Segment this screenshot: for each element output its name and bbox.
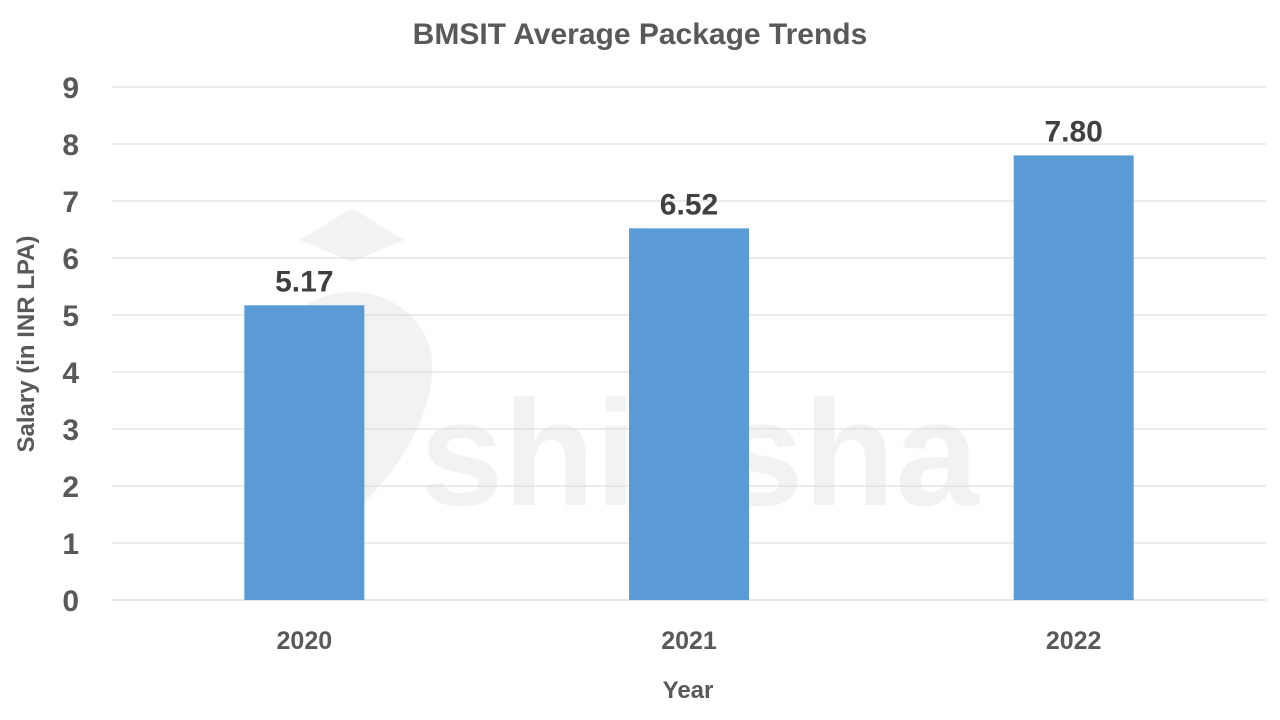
x-axis-label: Year <box>663 677 714 704</box>
y-tick-label: 0 <box>62 585 79 618</box>
bars <box>244 155 1134 601</box>
y-axis-label: Salary (in INR LPA) <box>13 236 40 453</box>
y-tick-label: 2 <box>62 471 79 504</box>
bar-2020 <box>244 305 365 600</box>
data-label-2020: 5.17 <box>275 265 333 298</box>
y-tick-label: 9 <box>62 72 79 105</box>
y-tick-label: 5 <box>62 300 79 333</box>
data-label-2021: 6.52 <box>660 188 718 221</box>
bar-2022 <box>1013 155 1134 600</box>
y-tick-label: 1 <box>62 528 79 561</box>
x-tick-label-2021: 2021 <box>661 627 717 655</box>
data-label-2022: 7.80 <box>1044 115 1102 148</box>
watermark-cap-icon <box>300 208 404 262</box>
bar-2021 <box>629 228 749 601</box>
x-axis-ticks: 2020 2021 2022 <box>277 627 1102 655</box>
y-axis-ticks: 0 1 2 3 4 5 6 7 8 9 <box>62 72 79 618</box>
y-tick-label: 8 <box>62 129 79 162</box>
y-tick-label: 4 <box>62 357 79 390</box>
chart-title: BMSIT Average Package Trends <box>413 18 868 51</box>
y-tick-label: 3 <box>62 414 79 447</box>
x-tick-label-2022: 2022 <box>1046 627 1102 655</box>
data-labels: 5.17 6.52 7.80 <box>275 115 1103 298</box>
y-tick-label: 6 <box>62 243 79 276</box>
y-tick-label: 7 <box>62 186 79 219</box>
x-tick-label-2020: 2020 <box>277 627 333 655</box>
